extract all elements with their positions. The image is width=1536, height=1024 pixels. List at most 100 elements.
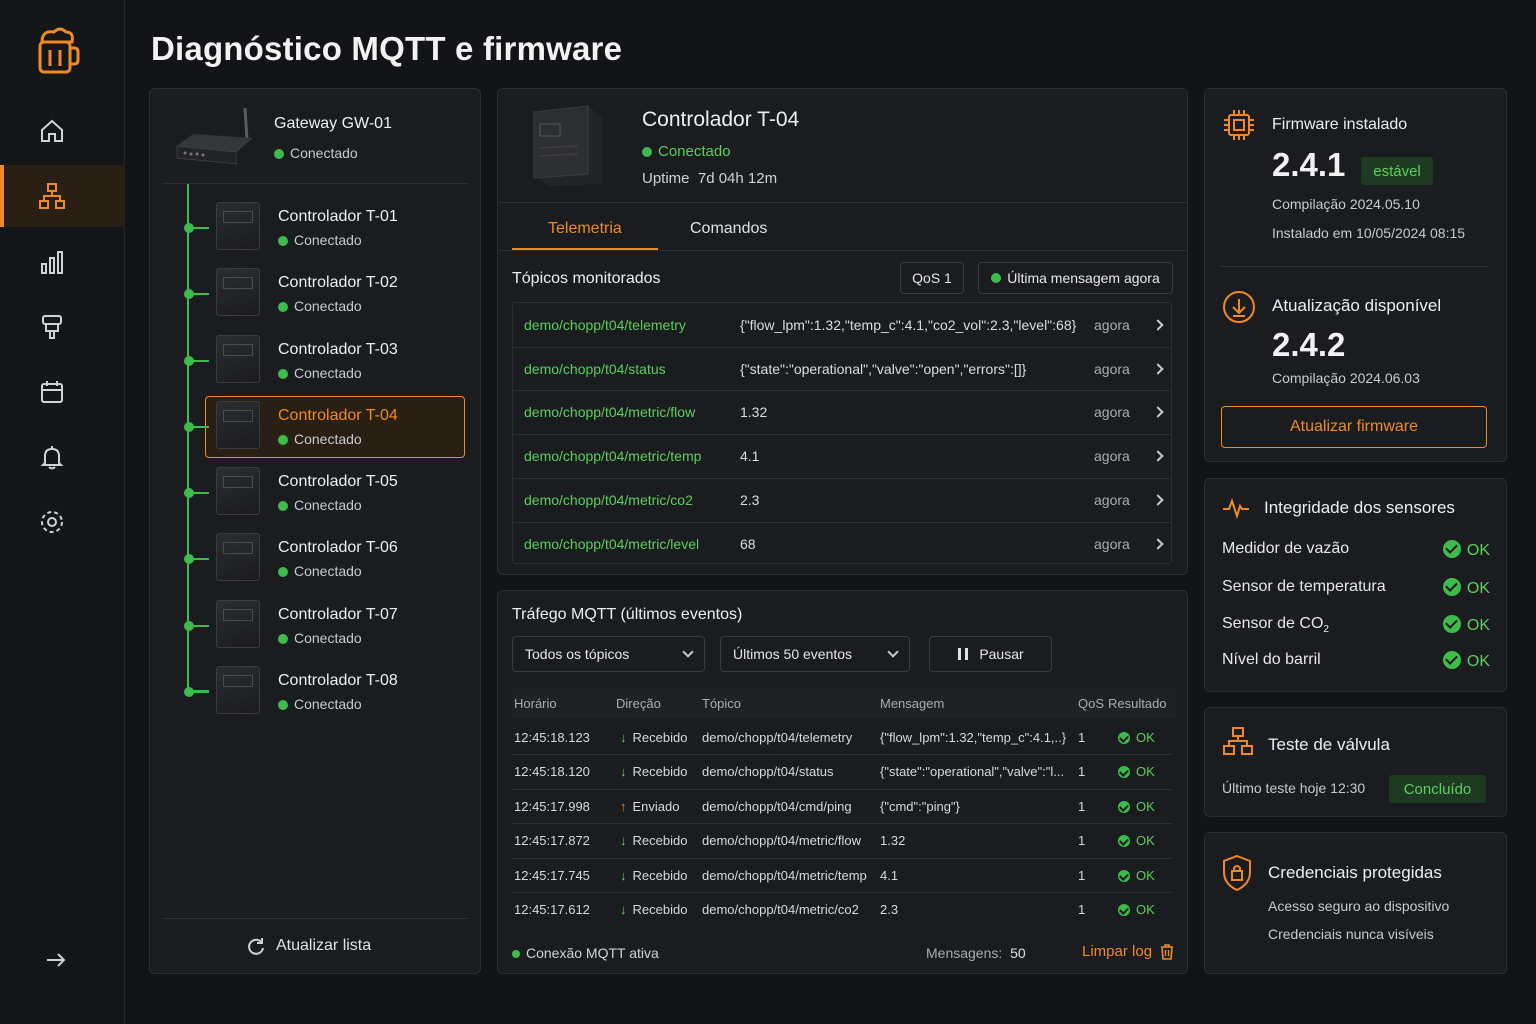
device-status: Conectado bbox=[278, 431, 458, 447]
status-dot bbox=[278, 236, 288, 247]
arrow-right-icon[interactable] bbox=[40, 944, 72, 976]
topic-row[interactable]: demo/chopp/t04/metric/co2 2.3 agora bbox=[512, 477, 1172, 521]
events-filter-select[interactable]: Últimos 50 eventos bbox=[720, 636, 910, 672]
valve-completed-badge: Concluído bbox=[1389, 775, 1486, 803]
device-item[interactable]: Controlador T-07 Conectado bbox=[278, 606, 458, 646]
topic-age: agora bbox=[1094, 491, 1130, 508]
result-text: OK bbox=[1136, 798, 1155, 814]
status-dot bbox=[512, 950, 520, 959]
home-icon[interactable] bbox=[36, 115, 68, 147]
check-circle-icon bbox=[1118, 835, 1130, 848]
cell-direction: ↓ Recebido bbox=[616, 902, 702, 917]
arrow-down-icon: ↓ bbox=[620, 764, 627, 780]
valve-network-icon bbox=[1222, 726, 1254, 761]
sensor-row: Medidor de vazão OK bbox=[1222, 540, 1490, 560]
topic-age: agora bbox=[1094, 535, 1130, 552]
check-circle-icon bbox=[1118, 904, 1130, 916]
controller-name: Controlador T-04 bbox=[642, 108, 800, 131]
clear-log-button[interactable]: Limpar log bbox=[1082, 943, 1174, 960]
pause-label: Pausar bbox=[979, 646, 1024, 662]
sensor-status-text: OK bbox=[1466, 653, 1490, 670]
status-dot bbox=[278, 501, 288, 512]
shield-lock-icon bbox=[1222, 854, 1252, 897]
gateway-image bbox=[175, 106, 255, 170]
cell-direction: ↓ Recebido bbox=[616, 868, 702, 883]
topic-name: demo/chopp/t04/status bbox=[524, 360, 666, 377]
gateway-info: Gateway GW-01 Conectado bbox=[274, 115, 392, 161]
device-status: Conectado bbox=[278, 365, 458, 381]
topics-table bbox=[512, 302, 1172, 564]
tap-icon[interactable] bbox=[36, 311, 68, 343]
header-result: Resultado bbox=[1108, 695, 1167, 711]
topic-row[interactable]: demo/chopp/t04/metric/flow 1.32 agora bbox=[512, 390, 1172, 433]
topic-filter-select[interactable]: Todos os tópicos bbox=[512, 636, 705, 672]
cell-message: 4.1 bbox=[880, 867, 899, 883]
topic-name: demo/chopp/t04/metric/level bbox=[524, 535, 700, 552]
table-row[interactable]: 12:45:17.872 ↓ Recebido demo/chopp/t04/me… bbox=[512, 823, 1172, 857]
topic-row[interactable]: demo/chopp/t04/metric/level 68 agora bbox=[512, 521, 1172, 565]
topic-age: agora bbox=[1094, 448, 1130, 465]
device-list-panel bbox=[149, 88, 481, 974]
check-circle-icon bbox=[1442, 578, 1461, 596]
refresh-list-button[interactable]: Atualizar lista bbox=[246, 936, 371, 956]
check-circle-icon bbox=[1118, 766, 1130, 779]
firmware-title: Firmware instalado bbox=[1272, 116, 1408, 133]
pause-button[interactable]: Pausar bbox=[929, 636, 1052, 672]
tab-telemetria[interactable]: Telemetria bbox=[548, 220, 622, 237]
cell-topic: demo/chopp/t04/status bbox=[702, 764, 834, 780]
table-row[interactable]: 12:45:17.612 ↓ Recebido demo/chopp/t04/me… bbox=[512, 892, 1172, 926]
device-item[interactable]: Controlador T-06 Conectado bbox=[278, 539, 458, 579]
device-item[interactable]: Controlador T-04 Conectado bbox=[278, 407, 458, 447]
cell-time: 12:45:17.872 bbox=[514, 833, 590, 849]
topic-name: demo/chopp/t04/telemetry bbox=[524, 316, 686, 333]
valve-last-test: Último teste hoje 12:30 bbox=[1222, 780, 1366, 796]
tree-branch bbox=[189, 625, 209, 627]
cell-direction: ↓ Recebido bbox=[616, 764, 702, 779]
device-item[interactable]: Controlador T-03 Conectado bbox=[278, 341, 458, 381]
page-title: Diagnóstico MQTT e firmware bbox=[151, 30, 623, 67]
status-dot bbox=[278, 634, 288, 645]
device-item[interactable]: Controlador T-08 Conectado bbox=[278, 672, 458, 712]
update-firmware-button[interactable]: Atualizar firmware bbox=[1221, 406, 1487, 448]
tab-comandos[interactable]: Comandos bbox=[690, 220, 768, 237]
device-item[interactable]: Controlador T-02 Conectado bbox=[278, 274, 458, 314]
network-icon[interactable] bbox=[36, 180, 68, 212]
cell-time: 12:45:18.123 bbox=[514, 729, 590, 745]
app-logo[interactable] bbox=[34, 26, 80, 76]
cell-result: OK bbox=[1118, 799, 1170, 814]
status-dot bbox=[278, 369, 288, 380]
device-item[interactable]: Controlador T-01 Conectado bbox=[278, 208, 458, 248]
table-row[interactable]: 12:45:17.998 ↑ Enviado demo/chopp/t04/cmd… bbox=[512, 788, 1172, 823]
direction-text: Recebido bbox=[632, 729, 688, 745]
topic-row[interactable]: demo/chopp/t04/status {"state":"operatio… bbox=[512, 346, 1172, 390]
table-row[interactable]: 12:45:18.120 ↓ Recebido demo/chopp/t04/st… bbox=[512, 754, 1172, 788]
direction-text: Recebido bbox=[632, 833, 688, 849]
gear-icon[interactable] bbox=[36, 506, 68, 538]
qos-badge: QoS 1 bbox=[900, 262, 964, 294]
tree-branch bbox=[189, 691, 209, 693]
status-dot bbox=[278, 700, 288, 711]
header-topic: Tópico bbox=[702, 695, 742, 711]
cell-message: {"state":"operational","valve":"l... bbox=[880, 764, 1065, 780]
topic-row[interactable]: demo/chopp/t04/metric/temp 4.1 agora bbox=[512, 434, 1172, 477]
header-direction: Direção bbox=[616, 695, 661, 711]
topics-title: Tópicos monitorados bbox=[512, 270, 661, 287]
bar-chart-icon[interactable] bbox=[36, 246, 68, 278]
check-circle-icon bbox=[1118, 869, 1130, 882]
bell-icon[interactable] bbox=[36, 441, 68, 473]
traffic-title: Tráfego MQTT (últimos eventos) bbox=[512, 606, 743, 623]
nav-item-network-active[interactable] bbox=[0, 165, 125, 227]
device-status: Conectado bbox=[278, 232, 458, 248]
cell-time: 12:45:17.612 bbox=[514, 902, 590, 917]
device-item[interactable]: Controlador T-05 Conectado bbox=[278, 473, 458, 513]
calendar-icon[interactable] bbox=[36, 376, 68, 408]
result-text: OK bbox=[1136, 764, 1155, 780]
topic-row[interactable]: demo/chopp/t04/telemetry {"flow_lpm":1.3… bbox=[512, 303, 1172, 346]
table-row[interactable]: 12:45:17.745 ↓ Recebido demo/chopp/t04/me… bbox=[512, 857, 1172, 892]
sensor-name-text: Sensor de CO bbox=[1222, 615, 1324, 632]
controller-image bbox=[216, 467, 260, 515]
device-status-text: Conectado bbox=[294, 696, 362, 712]
table-row[interactable]: 12:45:18.123 ↓ Recebido demo/chopp/t04/te… bbox=[512, 720, 1172, 754]
direction-text: Recebido bbox=[632, 867, 688, 883]
check-circle-icon bbox=[1442, 651, 1461, 669]
